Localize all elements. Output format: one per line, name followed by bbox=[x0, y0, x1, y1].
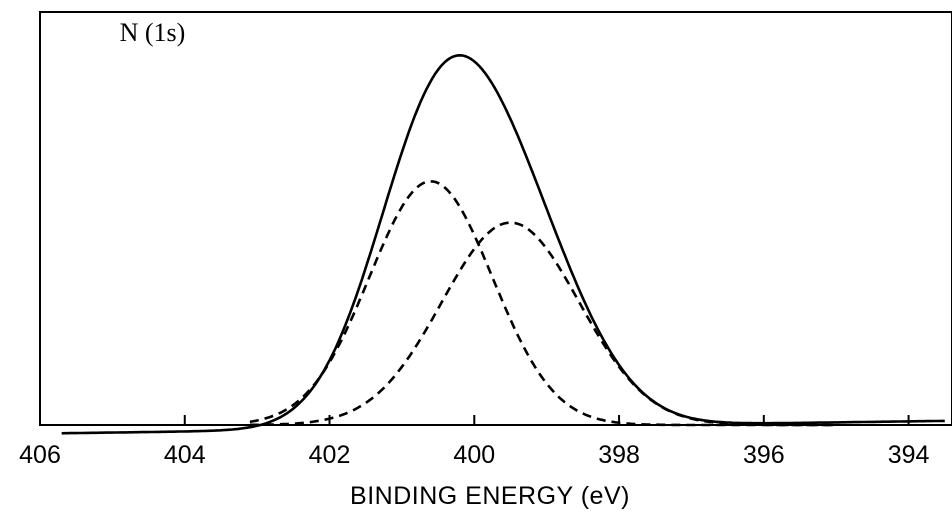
x-tick-label-404: 404 bbox=[164, 441, 206, 469]
series-group bbox=[61, 53, 945, 435]
x-tick-label-402: 402 bbox=[309, 441, 351, 469]
x-tick-label-400: 400 bbox=[453, 441, 495, 469]
component-peak-2 bbox=[249, 221, 837, 427]
x-tick-label-406: 406 bbox=[19, 441, 61, 469]
component-peak-1 bbox=[249, 180, 837, 427]
plot-frame bbox=[39, 11, 952, 426]
x-axis-label: BINDING ENERGY (eV) bbox=[350, 482, 630, 510]
x-axis-ticks: 406 404 402 400 398 396 394 bbox=[19, 415, 930, 469]
x-tick-label-394: 394 bbox=[888, 441, 930, 469]
envelope-curve bbox=[61, 53, 945, 435]
x-tick-label-396: 396 bbox=[743, 441, 785, 469]
x-tick-label-398: 398 bbox=[598, 441, 640, 469]
spectrum-label: N (1s) bbox=[120, 18, 186, 47]
